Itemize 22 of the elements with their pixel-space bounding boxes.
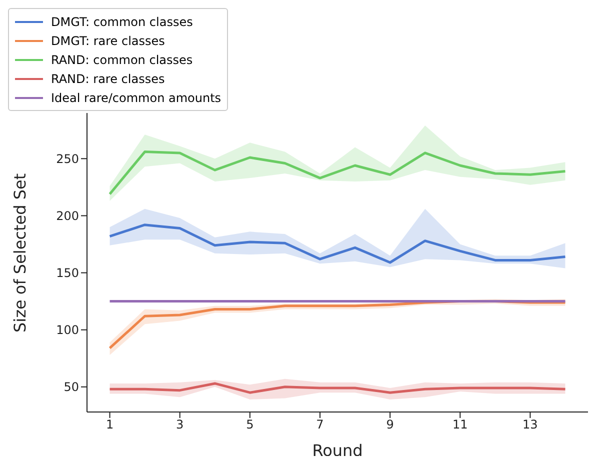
- y-tick-label: 200: [56, 208, 79, 223]
- y-tick-label: 150: [56, 266, 79, 280]
- y-tick-label: 250: [56, 152, 79, 166]
- legend-label: DMGT: rare classes: [51, 34, 165, 48]
- line-series: [108, 224, 566, 264]
- legend-label: DMGT: common classes: [51, 14, 193, 28]
- x-tick-label: 5: [246, 418, 254, 432]
- y-tick-label: 100: [56, 323, 79, 338]
- line-series: [108, 382, 566, 394]
- y-tick-label: 50: [64, 380, 79, 394]
- x-tick-label: 3: [176, 418, 184, 432]
- legend-label: Ideal rare/common amounts: [51, 90, 222, 104]
- x-tick-label: 9: [386, 418, 394, 432]
- x-tick-label: 11: [452, 418, 468, 432]
- x-tick-label: 13: [522, 418, 538, 432]
- x-tick-label: 1: [106, 418, 114, 432]
- line-series: [108, 150, 566, 196]
- legend-label: RAND: common classes: [51, 52, 193, 66]
- x-axis-title: Round: [312, 441, 363, 460]
- legend-label: RAND: rare classes: [51, 72, 165, 86]
- x-tick-label: 7: [316, 418, 324, 432]
- y-axis-title: Size of Selected Set: [10, 173, 30, 332]
